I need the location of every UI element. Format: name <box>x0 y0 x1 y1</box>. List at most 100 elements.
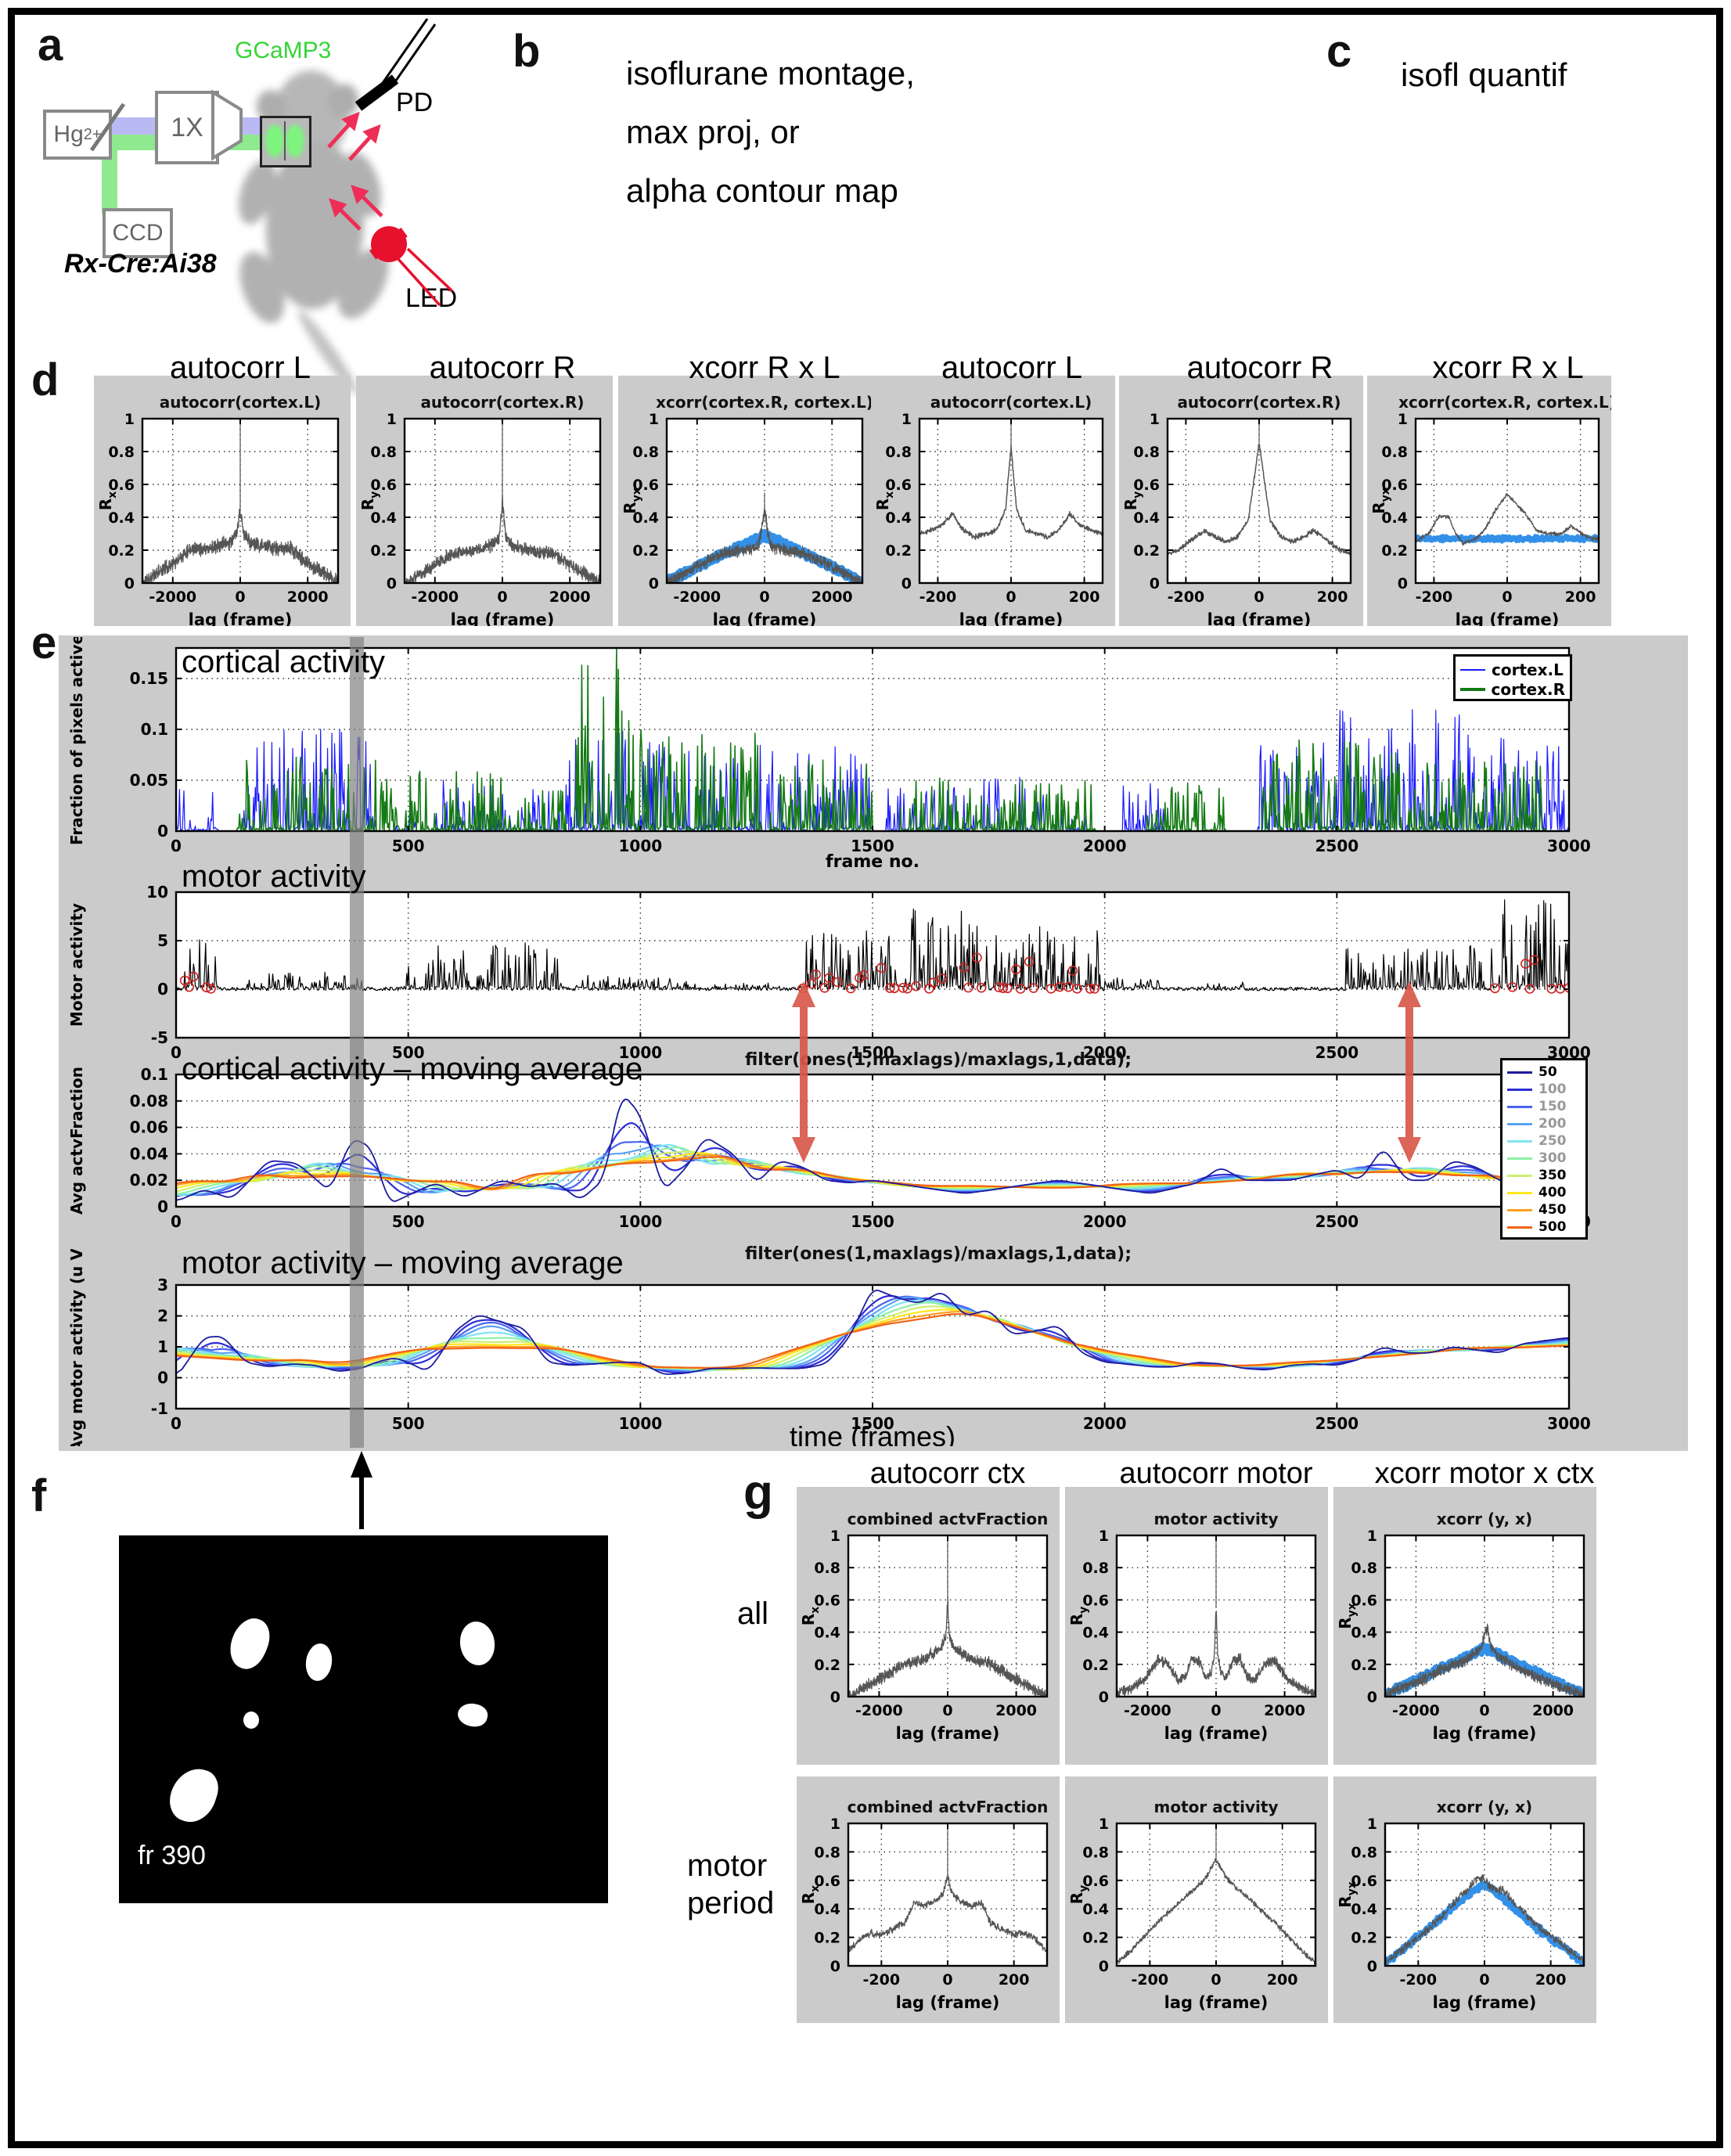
svg-text:0.2: 0.2 <box>885 542 912 560</box>
filter-annotation-cortical: filter(ones(1,maxlags)/maxlags,1,data); <box>745 1050 1132 1070</box>
svg-text:xcorr (y, x): xcorr (y, x) <box>1437 1798 1532 1816</box>
svg-text:0.05: 0.05 <box>130 771 168 790</box>
ccd-camera-box: CCD <box>103 208 173 258</box>
title-cortical-activity: cortical activity <box>182 645 386 679</box>
panel-label-a: a <box>38 20 63 70</box>
svg-text:0.8: 0.8 <box>632 444 659 461</box>
svg-text:2500: 2500 <box>1315 1212 1359 1229</box>
svg-text:0.04: 0.04 <box>130 1144 168 1163</box>
svg-text:0.2: 0.2 <box>1351 1930 1377 1947</box>
legend-entry: 300 <box>1507 1150 1581 1167</box>
svg-text:lag (frame): lag (frame) <box>1433 1993 1537 2012</box>
svg-text:-2000: -2000 <box>149 588 196 606</box>
gcamp3-label: GCaMP3 <box>235 38 332 63</box>
svg-text:1: 1 <box>1367 1528 1377 1545</box>
svg-text:Ry: Ry <box>1067 1607 1090 1626</box>
svg-text:0: 0 <box>157 980 168 999</box>
svg-text:lag (frame): lag (frame) <box>713 610 817 626</box>
svg-text:Ry: Ry <box>1121 491 1144 511</box>
svg-text:0.02: 0.02 <box>130 1171 168 1190</box>
svg-text:-2000: -2000 <box>1392 1702 1440 1719</box>
svg-text:Rx: Rx <box>873 491 896 510</box>
svg-text:-2000: -2000 <box>1124 1702 1171 1719</box>
svg-text:lag (frame): lag (frame) <box>451 610 555 626</box>
plot-title-autocorr-motor: autocorr motor <box>1119 1457 1313 1490</box>
legend-entry: 150 <box>1507 1098 1581 1115</box>
title-motor-moving-average: motor activity – moving average <box>182 1246 624 1280</box>
panel-label-b: b <box>513 26 541 77</box>
svg-text:1: 1 <box>1367 1816 1377 1833</box>
svg-text:0: 0 <box>1211 1971 1221 1989</box>
svg-text:autocorr(cortex.L): autocorr(cortex.L) <box>930 393 1092 412</box>
plot-autocorr-cortexL-long: -2000 0 2000 0 0.2 0.4 0.6 0.8 1 autocorr(cortex.… <box>94 376 351 626</box>
svg-text:1: 1 <box>387 411 397 428</box>
svg-text:0.8: 0.8 <box>885 444 912 461</box>
svg-text:0.8: 0.8 <box>1351 1844 1377 1861</box>
plot-title-autocorr-ctx: autocorr ctx <box>869 1457 1026 1490</box>
svg-text:2000: 2000 <box>1083 1414 1127 1433</box>
active-pixel-blob <box>243 1711 259 1729</box>
svg-text:lag (frame): lag (frame) <box>959 610 1063 626</box>
svg-text:1: 1 <box>901 411 912 428</box>
mercury-label: Hg <box>53 121 84 147</box>
svg-text:0.4: 0.4 <box>885 509 912 527</box>
svg-text:0.2: 0.2 <box>1082 1930 1109 1947</box>
svg-text:Rx: Rx <box>96 491 119 510</box>
svg-text:0.6: 0.6 <box>1351 1592 1377 1609</box>
svg-text:-2000: -2000 <box>411 588 459 606</box>
svg-text:Ryx: Ryx <box>621 488 643 514</box>
svg-text:0.4: 0.4 <box>1381 509 1408 527</box>
svg-text:motor activity: motor activity <box>1154 1510 1279 1528</box>
plot-autocorr-motor-motorperiod: -200 0 200 0 0.2 0.4 0.6 0.8 1 motor activity lag … <box>1065 1776 1328 2023</box>
brain-left-hemisphere <box>265 124 284 157</box>
svg-text:1: 1 <box>1150 411 1160 428</box>
svg-text:combined actvFraction: combined actvFraction <box>848 1798 1049 1816</box>
legend-entry: cortex.R <box>1460 679 1565 699</box>
svg-text:0: 0 <box>171 837 182 855</box>
svg-text:-200: -200 <box>1400 1971 1438 1989</box>
row-label-all: all <box>737 1596 769 1631</box>
svg-text:0.8: 0.8 <box>1133 444 1160 461</box>
svg-text:3: 3 <box>157 1276 168 1294</box>
svg-text:1: 1 <box>157 1337 168 1356</box>
svg-text:xcorr(cortex.R, cortex.L): xcorr(cortex.R, cortex.L) <box>656 393 873 412</box>
svg-text:1: 1 <box>649 411 659 428</box>
svg-text:-200: -200 <box>1416 588 1453 606</box>
legend-entry: 50 <box>1507 1064 1581 1081</box>
plot-autocorr-cortexR-long: -2000 0 2000 0 0.2 0.4 0.6 0.8 1 autocorr(cortex.… <box>356 376 613 626</box>
svg-text:1500: 1500 <box>851 837 894 855</box>
svg-text:xcorr(cortex.R, cortex.L): xcorr(cortex.R, cortex.L) <box>1398 393 1611 412</box>
svg-text:500: 500 <box>392 837 425 855</box>
svg-text:0.4: 0.4 <box>814 1625 840 1642</box>
photodiode-label: PD <box>396 88 434 117</box>
svg-text:1: 1 <box>1398 411 1408 428</box>
svg-text:0: 0 <box>1099 1958 1109 1975</box>
svg-text:Ry: Ry <box>358 491 381 511</box>
svg-text:0: 0 <box>1006 588 1016 606</box>
svg-text:Avg actvFraction: Avg actvFraction <box>67 1067 86 1215</box>
plot-autocorr-cortexL-short: -200 0 200 0 0.2 0.4 0.6 0.8 1 autocorr(cortex.L)… <box>871 376 1115 626</box>
svg-text:1000: 1000 <box>618 1043 662 1061</box>
svg-text:2000: 2000 <box>1083 1043 1127 1061</box>
svg-text:lag (frame): lag (frame) <box>1456 610 1560 626</box>
svg-text:0.4: 0.4 <box>108 509 135 527</box>
svg-text:0.8: 0.8 <box>1381 444 1408 461</box>
svg-text:0: 0 <box>830 1958 840 1975</box>
svg-text:Rx: Rx <box>799 1885 822 1904</box>
svg-text:0.8: 0.8 <box>1351 1560 1377 1577</box>
plot-autocorr-ctx-all: -2000 0 2000 0 0.2 0.4 0.6 0.8 1 combined actvFra… <box>797 1487 1060 1765</box>
svg-text:0.8: 0.8 <box>814 1844 840 1861</box>
svg-text:200: 200 <box>999 1971 1030 1989</box>
svg-text:2000: 2000 <box>287 588 329 606</box>
svg-text:0: 0 <box>171 1414 182 1433</box>
svg-text:0: 0 <box>942 1702 952 1719</box>
plot-title-autocorr-L-short: autocorr L <box>941 351 1083 385</box>
svg-text:lag (frame): lag (frame) <box>896 1724 1000 1743</box>
svg-text:1500: 1500 <box>851 1414 894 1433</box>
svg-text:autocorr(cortex.R): autocorr(cortex.R) <box>1177 393 1341 412</box>
svg-text:-200: -200 <box>1168 588 1205 606</box>
svg-text:0.6: 0.6 <box>1082 1873 1109 1890</box>
svg-text:0: 0 <box>830 1689 840 1706</box>
svg-text:0.2: 0.2 <box>1082 1657 1109 1674</box>
